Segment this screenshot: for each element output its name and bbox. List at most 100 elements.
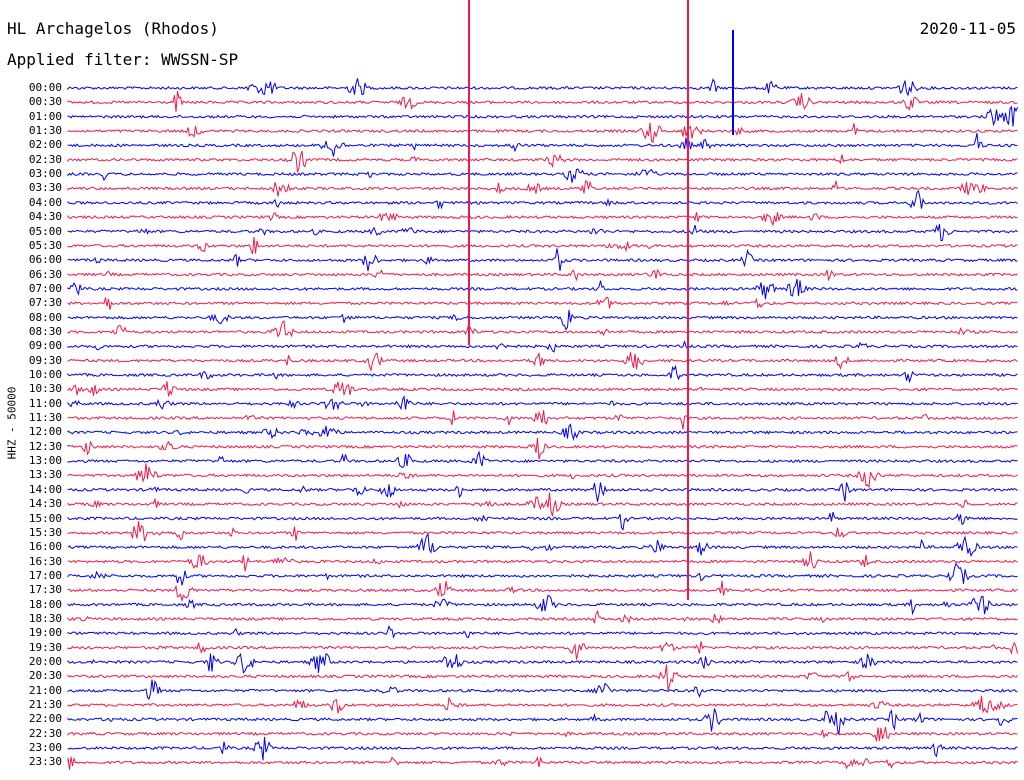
time-label: 22:00 — [28, 712, 62, 726]
seismogram-trace — [67, 609, 1018, 625]
time-label: 14:30 — [28, 497, 62, 511]
time-label: 18:00 — [28, 597, 62, 611]
time-label: 04:30 — [28, 210, 62, 224]
seismogram-trace — [67, 755, 1018, 770]
time-label: 23:00 — [28, 741, 62, 755]
time-label: 05:30 — [28, 238, 62, 252]
time-label: 10:00 — [28, 368, 62, 381]
seismogram-trace — [67, 268, 1018, 282]
time-label: 00:30 — [28, 95, 62, 109]
time-label: 04:00 — [28, 195, 62, 209]
time-label: 17:30 — [28, 583, 62, 597]
seismogram-trace — [67, 410, 1018, 430]
time-label: 07:30 — [28, 296, 62, 310]
filter-label: Applied filter: WWSSN-SP — [7, 50, 239, 69]
seismogram-trace — [67, 394, 1018, 411]
seismogram-trace — [67, 364, 1018, 384]
time-label: 07:00 — [28, 281, 62, 295]
seismogram-trace — [67, 641, 1018, 660]
time-label: 09:30 — [28, 353, 62, 367]
seismogram-trace — [67, 190, 1018, 210]
time-label: 20:00 — [28, 655, 62, 668]
time-label: 23:30 — [28, 755, 62, 769]
seismogram-trace — [67, 211, 1018, 227]
seismogram-trace — [67, 437, 1018, 460]
seismogram-trace — [67, 482, 1018, 502]
seismogram-trace — [67, 562, 1018, 586]
seismogram-trace — [67, 296, 1018, 310]
seismogram-trace — [67, 679, 1018, 700]
time-label: 15:00 — [28, 511, 62, 525]
time-label: 10:30 — [28, 382, 62, 396]
seismogram-trace — [67, 381, 1018, 397]
time-label: 08:00 — [28, 310, 62, 324]
date-label: 2020-11-05 — [919, 19, 1016, 38]
seismogram-trace — [67, 594, 1018, 616]
time-label: 19:00 — [28, 626, 62, 640]
seismogram-trace — [67, 78, 1018, 97]
time-label: 22:30 — [28, 726, 62, 740]
time-label: 12:30 — [28, 439, 62, 453]
time-label: 19:30 — [28, 640, 62, 654]
time-label: 21:30 — [28, 698, 62, 712]
time-axis-labels: 00:00 00:30 01:00 01:30 02:00 02:30 03:00 03:30… — [0, 0, 64, 780]
seismogram-trace — [67, 736, 1018, 761]
time-label: 15:30 — [28, 525, 62, 539]
time-label: 02:00 — [28, 138, 62, 152]
seismogram-trace — [67, 450, 1018, 469]
time-label: 17:00 — [28, 568, 62, 582]
time-label: 02:30 — [28, 152, 62, 166]
time-label: 20:30 — [28, 669, 62, 683]
seismogram-trace — [67, 492, 1018, 517]
seismogram-trace — [67, 664, 1018, 690]
seismogram-trace — [67, 695, 1018, 714]
seismogram-trace — [67, 309, 1018, 331]
time-label: 03:00 — [28, 167, 62, 181]
seismogram-trace — [67, 122, 1018, 144]
seismogram-trace — [67, 180, 1018, 197]
seismogram-trace — [67, 726, 1018, 742]
seismogram-trace — [67, 463, 1018, 489]
time-label: 21:00 — [28, 683, 62, 697]
seismogram-trace — [67, 248, 1018, 272]
seismogram-trace — [67, 521, 1018, 542]
time-label: 11:00 — [28, 396, 62, 410]
time-label: 14:00 — [28, 482, 62, 496]
time-label: 03:30 — [28, 181, 62, 195]
time-label: 09:00 — [28, 339, 62, 353]
seismogram-trace — [67, 150, 1018, 173]
seismogram-trace — [67, 278, 1018, 300]
seismogram-trace — [67, 653, 1018, 674]
time-label: 06:30 — [28, 267, 62, 281]
time-label: 08:30 — [28, 324, 62, 338]
time-label: 16:30 — [28, 554, 62, 568]
seismogram-trace — [67, 580, 1018, 603]
seismogram-trace — [67, 320, 1018, 338]
seismogram-trace — [67, 236, 1018, 255]
seismogram-trace — [67, 352, 1018, 373]
time-label: 13:00 — [28, 454, 62, 468]
seismogram-trace — [67, 423, 1018, 441]
seismogram-trace — [67, 551, 1018, 572]
seismogram-trace — [67, 511, 1018, 531]
seismogram-trace — [67, 339, 1018, 353]
station-title: HL Archagelos (Rhodos) — [7, 19, 219, 38]
seismogram-trace — [67, 533, 1018, 558]
time-label: 05:00 — [28, 224, 62, 238]
seismogram-trace — [67, 168, 1018, 183]
seismogram-trace — [67, 91, 1018, 112]
time-label: 13:30 — [28, 468, 62, 482]
seismogram-trace — [67, 624, 1018, 639]
time-label: 16:00 — [28, 540, 62, 554]
time-label: 00:00 — [28, 81, 62, 94]
seismogram-trace — [67, 708, 1018, 736]
seismogram-trace — [67, 132, 1018, 157]
time-label: 12:00 — [28, 425, 62, 439]
time-label: 06:00 — [28, 253, 62, 267]
seismogram-trace — [67, 105, 1018, 127]
seismogram-trace — [67, 223, 1018, 242]
time-label: 18:30 — [28, 611, 62, 625]
time-label: 01:30 — [28, 124, 62, 138]
time-label: 01:00 — [28, 109, 62, 123]
